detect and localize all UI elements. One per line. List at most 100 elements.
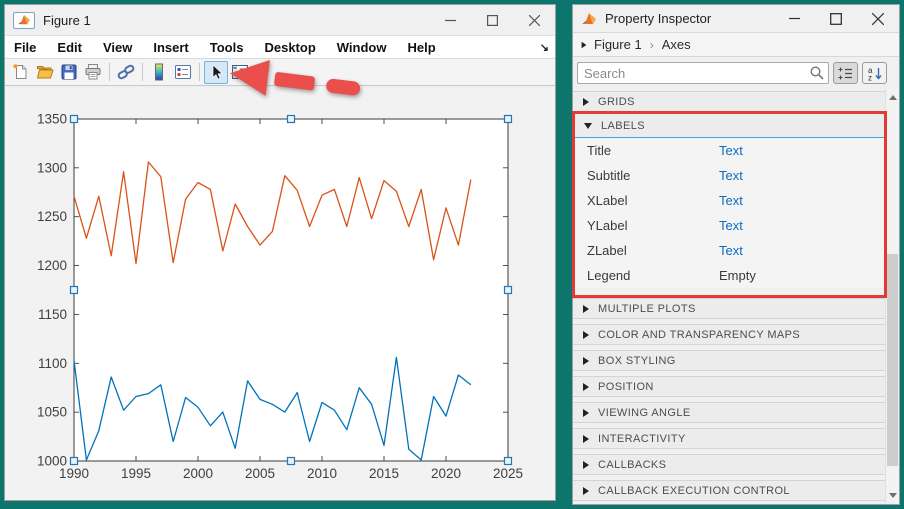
y-tick-label: 1050 [37, 405, 67, 420]
selection-handle[interactable] [286, 456, 296, 466]
figure-window-title: Figure 1 [43, 12, 91, 28]
selection-handle[interactable] [69, 456, 79, 466]
expand-arrow-icon [583, 330, 589, 339]
expand-arrow-icon [583, 356, 589, 365]
section-multiple-plots[interactable]: MULTIPLE PLOTS [573, 298, 885, 319]
ylabel-text-link[interactable]: Text [719, 218, 743, 233]
toolbar-separator [142, 63, 143, 81]
legend-value: Empty [719, 268, 756, 283]
labels-section-body: Title Text Subtitle Text XLabel Text YLa… [573, 138, 885, 288]
menu-desktop[interactable]: Desktop [264, 39, 316, 55]
expand-arrow-icon [583, 382, 589, 391]
breadcrumb: Figure 1 › Axes [573, 33, 899, 57]
figure-canvas[interactable]: 1990 1995 2000 2005 2010 2015 2020 2025 1000 1050… [5, 88, 555, 500]
xlabel-text-link[interactable]: Text [719, 193, 743, 208]
section-viewing-angle[interactable]: VIEWING ANGLE [573, 402, 885, 423]
close-icon[interactable] [857, 5, 899, 32]
selection-handle[interactable] [503, 456, 513, 466]
figure-titlebar[interactable]: Figure 1 [5, 5, 555, 35]
scroll-up-icon[interactable] [886, 89, 899, 105]
group-list-icon [838, 67, 852, 79]
search-input[interactable] [577, 62, 829, 84]
matlab-figure-icon [13, 11, 35, 29]
selection-handle[interactable] [286, 114, 296, 124]
axes-plot[interactable]: 1990 1995 2000 2005 2010 2015 2020 2025 1000 1050… [5, 88, 557, 502]
menu-help[interactable]: Help [407, 39, 436, 55]
selection-handle[interactable] [69, 285, 79, 295]
property-row-zlabel: ZLabel Text [587, 243, 743, 258]
link-plot-icon[interactable] [114, 61, 138, 84]
selection-handle[interactable] [69, 114, 79, 124]
sort-alphabetical-button[interactable]: a z [862, 62, 887, 84]
y-tick-label: 1250 [37, 209, 67, 224]
dock-figure-icon[interactable]: ↘ [539, 41, 549, 54]
insert-legend-icon[interactable] [171, 61, 195, 84]
chevron-right-icon: › [649, 37, 654, 52]
y-tick-label: 1000 [37, 454, 67, 469]
section-grids[interactable]: GRIDS [573, 91, 885, 112]
new-figure-icon[interactable] [9, 61, 33, 84]
plot-line-series-1[interactable] [73, 356, 472, 461]
x-tick-label: 2005 [245, 466, 275, 481]
axes-area[interactable] [73, 118, 509, 462]
y-tick-label: 1200 [37, 258, 67, 273]
maximize-icon[interactable] [815, 5, 857, 32]
section-callback-execution-control[interactable]: CALLBACK EXECUTION CONTROL [573, 480, 885, 501]
open-file-icon[interactable] [33, 61, 57, 84]
x-tick-label: 1990 [59, 466, 89, 481]
x-tick-label: 2025 [493, 466, 523, 481]
menu-file[interactable]: File [14, 39, 37, 55]
zlabel-text-link[interactable]: Text [719, 243, 743, 258]
scroll-down-icon[interactable] [886, 487, 899, 503]
x-tick-label: 1995 [121, 466, 151, 481]
section-labels[interactable]: LABELS [573, 113, 885, 138]
toolbar-separator [199, 63, 200, 81]
menu-tools[interactable]: Tools [209, 39, 244, 55]
print-figure-icon[interactable] [81, 61, 105, 84]
group-by-category-button[interactable] [833, 62, 858, 84]
selection-handle[interactable] [503, 114, 513, 124]
maximize-icon[interactable] [471, 5, 513, 35]
menu-insert[interactable]: Insert [153, 39, 189, 55]
breadcrumb-root[interactable]: Figure 1 [594, 37, 642, 52]
edit-plot-icon[interactable] [204, 60, 228, 84]
breadcrumb-expand-icon[interactable] [581, 41, 587, 48]
plot-line-series-2[interactable] [73, 161, 472, 265]
section-position[interactable]: POSITION [573, 376, 885, 397]
expand-arrow-icon [583, 408, 589, 417]
x-tick-label: 2010 [307, 466, 337, 481]
inspector-window-title: Property Inspector [605, 11, 712, 26]
inspector-titlebar[interactable]: Property Inspector [573, 5, 899, 33]
menu-edit[interactable]: Edit [57, 39, 82, 55]
x-tick-label: 2020 [431, 466, 461, 481]
property-row-xlabel: XLabel Text [587, 193, 743, 208]
expand-arrow-icon [583, 486, 589, 495]
title-text-link[interactable]: Text [719, 143, 743, 158]
minimize-icon[interactable] [429, 5, 471, 35]
svg-text:a: a [868, 66, 873, 75]
breadcrumb-current: Axes [661, 37, 691, 52]
y-tick-label: 1100 [38, 356, 67, 371]
scrollbar-thumb[interactable] [887, 254, 898, 466]
section-box-styling[interactable]: BOX STYLING [573, 350, 885, 371]
collapse-arrow-icon [584, 122, 592, 129]
section-color-transparency-maps[interactable]: COLOR AND TRANSPARENCY MAPS [573, 324, 885, 345]
sort-az-icon: a z [868, 66, 882, 82]
section-interactivity[interactable]: INTERACTIVITY [573, 428, 885, 449]
save-figure-icon[interactable] [57, 61, 81, 84]
figure-toolbar [5, 59, 555, 86]
menu-window[interactable]: Window [336, 39, 387, 55]
subtitle-text-link[interactable]: Text [719, 168, 743, 183]
scrollbar[interactable] [885, 89, 899, 503]
property-list: GRIDS LABELS Title Text Subtitle Text XL… [573, 89, 885, 503]
expand-arrow-icon [583, 434, 589, 443]
selection-handle[interactable] [503, 285, 513, 295]
minimize-icon[interactable] [773, 5, 815, 32]
menu-view[interactable]: View [102, 39, 133, 55]
property-inspector-icon[interactable] [228, 61, 252, 84]
close-icon[interactable] [513, 5, 555, 35]
figure-window: Figure 1 File Edit View Insert Tools Des… [4, 4, 556, 501]
expand-arrow-icon [583, 304, 589, 313]
section-callbacks[interactable]: CALLBACKS [573, 454, 885, 475]
insert-colorbar-icon[interactable] [147, 61, 171, 84]
